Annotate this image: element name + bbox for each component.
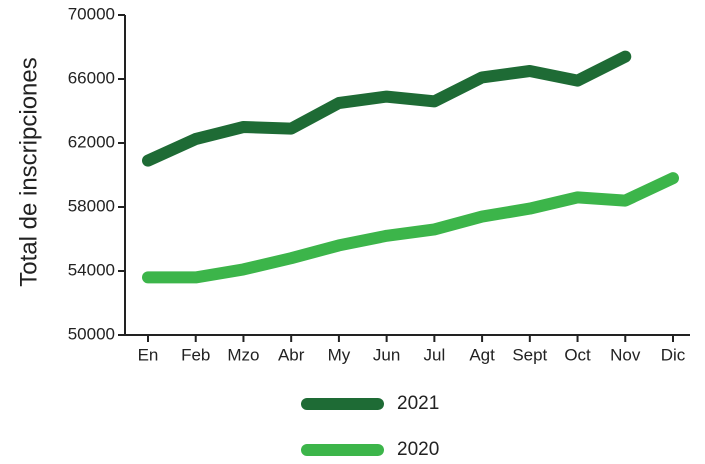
x-tick-label: Dic [661, 345, 686, 364]
x-tick-label: En [138, 345, 159, 364]
x-tick-label: Sept [512, 345, 547, 364]
series-line [142, 172, 679, 284]
y-tick-label: 54000 [68, 260, 115, 279]
x-tick-label: Jul [423, 345, 445, 364]
y-tick-label: 62000 [68, 132, 115, 151]
y-tick-label: 66000 [68, 68, 115, 87]
x-tick-label: Mzo [227, 345, 259, 364]
legend-label: 2021 [397, 393, 439, 414]
series-line [142, 50, 632, 167]
x-tick-label: Jun [373, 345, 400, 364]
y-tick-label: 58000 [68, 196, 115, 215]
x-tick-label: Oct [564, 345, 591, 364]
x-tick-label: Agt [469, 345, 495, 364]
legend-label: 2020 [397, 439, 439, 460]
x-tick-label: Nov [610, 345, 641, 364]
y-tick-label: 70000 [68, 4, 115, 23]
x-tick-label: My [328, 345, 351, 364]
y-axis-label: Total de inscripciones [15, 57, 42, 286]
y-tick-label: 50000 [68, 324, 115, 343]
x-tick-label: Feb [181, 345, 210, 364]
x-tick-label: Abr [278, 345, 305, 364]
